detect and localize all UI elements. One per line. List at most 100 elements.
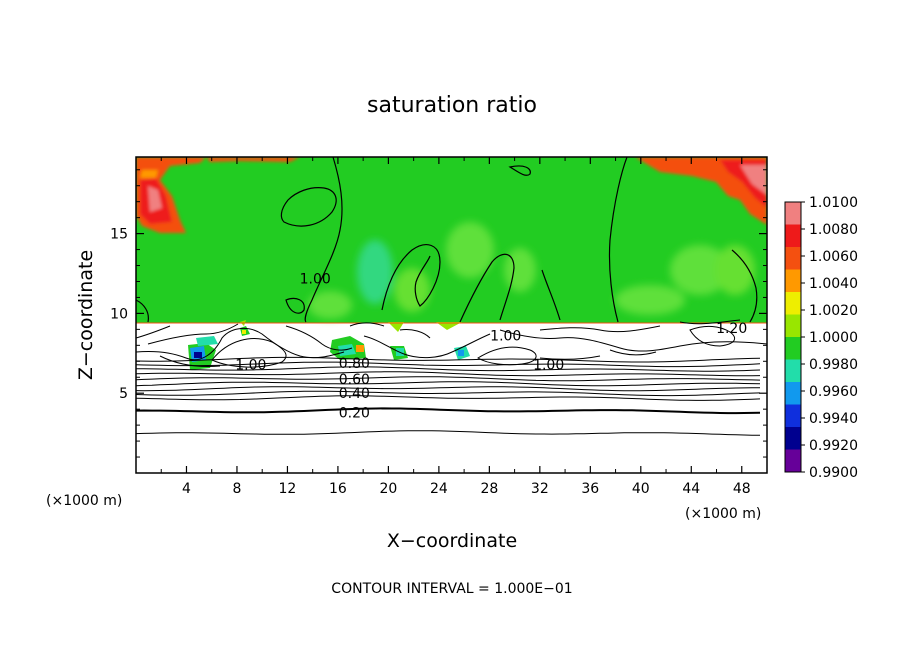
colorbar-swatch [785, 314, 801, 338]
tangle-15 [349, 322, 385, 327]
contour-label: 1.20 [716, 321, 747, 337]
chart-title: saturation ratio [367, 93, 537, 118]
x-tick-label: 8 [232, 481, 241, 497]
moist-layer [136, 157, 767, 332]
colorbar-swatch [785, 202, 801, 225]
colorbar: 1.0100 1.0080 1.0060 1.0040 1.0020 1.0000 0.99… [784, 195, 858, 481]
colorbar-tick-label: 1.0040 [809, 276, 858, 292]
contour-label: 1.00 [235, 357, 266, 373]
x-tick-label: 40 [632, 481, 650, 497]
dry-contour-line [136, 390, 761, 397]
colorbar-swatch [785, 449, 801, 473]
contour-label: 1.00 [533, 357, 564, 373]
colorbar-tick-label: 0.9940 [809, 411, 858, 427]
colorbar-swatch [785, 382, 801, 405]
dry-contour-line [136, 376, 761, 382]
dry-contour-line [136, 356, 761, 363]
dry-contour-line [136, 366, 761, 372]
tangle-1 [136, 328, 345, 361]
dry-contour-line [136, 395, 761, 401]
colorbar-swatch [785, 292, 801, 315]
contour-label: 0.80 [339, 356, 370, 372]
tangle-4 [285, 325, 353, 351]
contour-moist-5 [541, 269, 561, 321]
moist-hotspots [136, 157, 767, 233]
dry-contour-line [136, 381, 761, 387]
tangle-12 [159, 355, 221, 367]
tangle-11 [399, 329, 431, 339]
y-axis-label: Z−coordinate [75, 250, 97, 380]
x-tick-label: 16 [329, 481, 347, 497]
contour-label: 1.00 [490, 329, 521, 345]
x-tick-label: 24 [430, 481, 448, 497]
colorbar-swatch [785, 359, 801, 383]
x-tick-label: 44 [682, 481, 700, 497]
dry-contour-line [136, 361, 761, 368]
plot-area: 1.00 1.00 1.20 1.00 0.800.600.40 0.20 1.00 [136, 157, 767, 473]
contour-moist-9 [136, 299, 149, 323]
colorbar-tick-label: 1.0080 [809, 222, 858, 238]
dry-contour-line [136, 407, 761, 415]
contour-moist-3 [381, 244, 441, 311]
x-tick-label: 48 [733, 481, 751, 497]
contour-moist-10 [285, 297, 305, 314]
contour-moist-6 [508, 165, 531, 176]
contour-interval-note: CONTOUR INTERVAL = 1.000E−01 [331, 581, 572, 597]
y-tick-label: 10 [110, 306, 128, 322]
tangle-16 [136, 325, 171, 339]
x-unit-left: (×1000 m) [46, 493, 122, 509]
colorbar-swatch [785, 427, 801, 450]
y-tick-label: 5 [119, 386, 128, 402]
tangle-2 [211, 338, 287, 368]
x-axis: 4 8 12 16 20 24 28 32 36 40 44 48 [160, 157, 751, 497]
y-tick-label: 15 [110, 227, 128, 243]
tangle-6 [477, 346, 537, 366]
tangle-5 [363, 333, 491, 359]
pocket-right-cyan [458, 350, 464, 356]
colorbar-swatch [785, 269, 801, 293]
contour-moist-8 [731, 249, 758, 323]
tangle-13 [539, 355, 601, 360]
contour-moist-1 [280, 187, 337, 227]
contour-moist-4 [459, 253, 515, 323]
pocket-left-fringe [196, 336, 218, 346]
y-axis: 5 10 15 [110, 169, 767, 458]
dry-contour-line [136, 371, 761, 377]
dry-contours [136, 356, 761, 436]
colorbar-tick-label: 1.0020 [809, 303, 858, 319]
tangle-9 [609, 349, 657, 356]
colorbar-swatch [785, 247, 801, 270]
tangle-10 [689, 325, 736, 347]
dry-contour-line [136, 430, 761, 436]
contour-labels: 1.00 1.00 1.20 1.00 0.800.600.40 0.20 1.00 [235, 271, 747, 421]
colorbar-tick-label: 0.9980 [809, 357, 858, 373]
colorbar-tick-label: 1.0000 [809, 330, 858, 346]
x-tick-label: 4 [182, 481, 191, 497]
tangle-14 [679, 319, 741, 325]
colorbar-tick-label: 1.0100 [809, 195, 858, 211]
contour-label: 0.20 [339, 405, 370, 421]
moist-shading [308, 222, 755, 319]
x-unit-right: (×1000 m) [685, 506, 761, 522]
tangle-8 [539, 325, 661, 333]
colorbar-tick-label: 0.9960 [809, 384, 858, 400]
plot-frame [135, 156, 768, 474]
x-tick-label: 20 [379, 481, 397, 497]
x-tick-label: 28 [480, 481, 498, 497]
contour-label: 1.00 [300, 271, 331, 287]
x-tick-label: 12 [279, 481, 297, 497]
contour-moist-7 [608, 157, 628, 323]
x-axis-label: X−coordinate [387, 530, 517, 552]
colorbar-tick-label: 0.9900 [809, 465, 858, 481]
colorbar-tick-label: 0.9920 [809, 438, 858, 454]
tangle-3 [147, 323, 239, 345]
transition-contours [136, 319, 767, 368]
pocket-center-warm [356, 345, 364, 352]
colorbar-swatch [785, 404, 801, 428]
x-tick-label: 36 [581, 481, 599, 497]
dry-contour-line [136, 386, 760, 392]
pocket-left-core [194, 352, 202, 358]
contour-label: 0.40 [339, 386, 370, 402]
contour-label: 0.60 [339, 372, 370, 388]
